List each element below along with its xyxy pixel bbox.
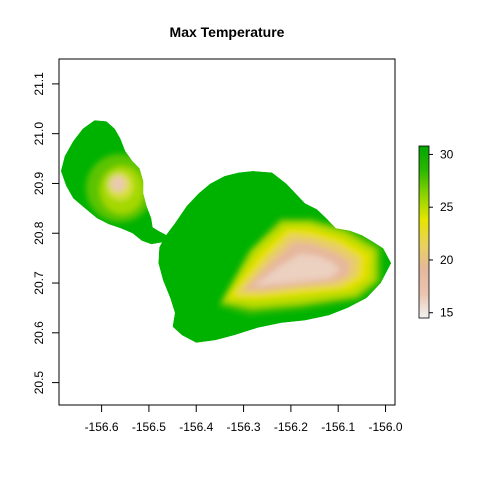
x-tick-label: -156.3	[227, 420, 261, 434]
east-maui-raster	[158, 171, 392, 343]
legend-tick-label: 20	[440, 253, 454, 267]
legend-tick-label: 15	[440, 306, 454, 320]
legend-tick-label: 30	[440, 147, 454, 161]
x-tick-label: -156.2	[274, 420, 308, 434]
y-tick-label: 20.6	[32, 321, 46, 345]
west-maui-relief	[86, 154, 154, 222]
y-tick-label: 21.0	[32, 122, 46, 146]
y-tick-label: 21.1	[32, 72, 46, 96]
chart-title: Max Temperature	[170, 24, 285, 40]
legend-tick-label: 25	[440, 200, 454, 214]
x-axis: -156.6 -156.5 -156.4 -156.3 -156.2 -156.1 -156…	[85, 404, 403, 434]
west-maui-raster	[60, 120, 171, 245]
y-tick-label: 20.8	[32, 221, 46, 245]
x-tick-label: -156.4	[179, 420, 213, 434]
y-tick-label: 20.7	[32, 271, 46, 295]
y-axis: 20.5 20.6 20.7 20.8 20.9 21.0 21.1	[32, 72, 60, 395]
legend-color-bar	[418, 145, 430, 319]
y-tick-label: 20.5	[32, 371, 46, 395]
x-tick-label: -156.6	[85, 420, 119, 434]
legend-ticks: 15 20 25 30	[429, 147, 454, 320]
x-tick-label: -156.1	[321, 420, 355, 434]
y-tick-label: 20.9	[32, 171, 46, 195]
x-tick-label: -156.5	[132, 420, 166, 434]
x-tick-label: -156.0	[369, 420, 403, 434]
color-legend: 15 20 25 30	[418, 145, 454, 320]
east-maui-relief	[218, 218, 382, 315]
